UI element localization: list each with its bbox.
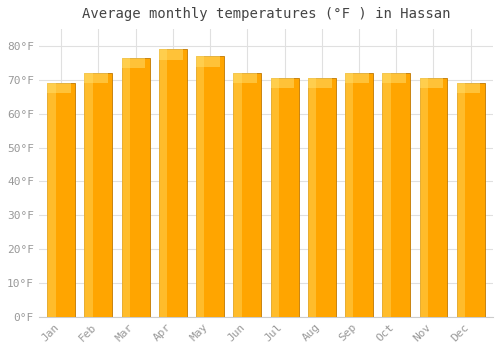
Bar [234,73,257,83]
Bar [122,58,146,68]
Bar [345,73,373,317]
Bar [84,73,108,83]
Title: Average monthly temperatures (°F ) in Hassan: Average monthly temperatures (°F ) in Ha… [82,7,450,21]
Bar [47,83,71,92]
Bar [382,73,390,317]
Bar [234,73,262,317]
Bar [420,78,428,317]
Bar [457,83,484,317]
Bar [457,83,480,92]
Bar [345,73,369,83]
Bar [234,73,241,317]
Bar [159,49,168,317]
Bar [308,78,316,317]
Bar [308,78,336,317]
Bar [47,83,75,317]
Bar [159,49,187,317]
Bar [122,58,130,317]
Bar [382,73,406,83]
Bar [457,83,465,317]
Bar [270,78,294,88]
Bar [196,56,224,317]
Bar [420,78,444,88]
Bar [159,49,182,60]
Bar [270,78,279,317]
Bar [382,73,410,317]
Bar [47,83,56,317]
Bar [122,58,150,317]
Bar [345,73,354,317]
Bar [308,78,332,88]
Bar [84,73,93,317]
Bar [84,73,112,317]
Bar [196,56,220,66]
Bar [196,56,204,317]
Bar [270,78,298,317]
Bar [420,78,448,317]
